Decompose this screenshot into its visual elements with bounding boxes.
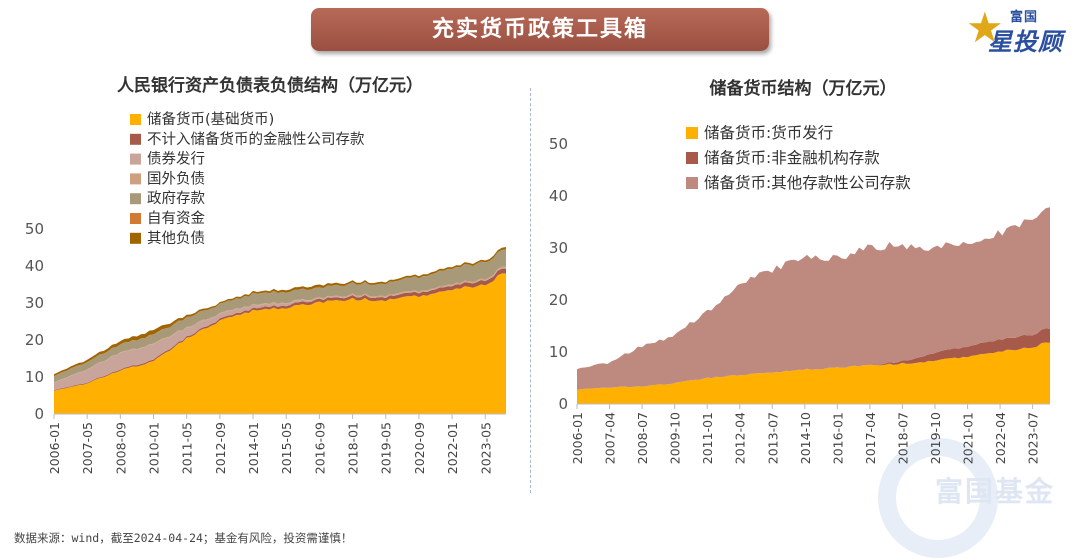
x-tick-label: 2016-09 xyxy=(312,422,327,474)
legend-label: 其他负债 xyxy=(147,230,205,247)
legend-swatch xyxy=(686,152,698,164)
x-tick-label: 2013-07 xyxy=(765,412,780,464)
x-tick-label: 2015-05 xyxy=(279,422,294,474)
brand-logo: ★ 富国 星投顾 xyxy=(966,3,1074,57)
y-tick-label: 0 xyxy=(34,405,44,423)
y-tick-label: 30 xyxy=(25,294,44,312)
x-tick-label: 2014-01 xyxy=(246,422,261,474)
area-series-1 xyxy=(54,273,506,414)
logo-top-text: 富国 xyxy=(1010,10,1039,25)
x-tick-label: 2007-04 xyxy=(603,412,618,464)
x-tick-label: 2018-07 xyxy=(895,412,910,464)
legend-swatch xyxy=(130,213,141,224)
legend-swatch xyxy=(130,153,141,165)
area-series-3 xyxy=(577,207,1050,390)
legend-swatch xyxy=(686,177,698,189)
legend-label: 储备货币:货币发行 xyxy=(704,124,833,142)
x-tick-label: 2014-10 xyxy=(798,412,813,464)
y-tick-label: 20 xyxy=(549,291,568,309)
x-tick-label: 2021-01 xyxy=(961,412,976,464)
x-tick-label: 2018-01 xyxy=(346,422,361,474)
x-tick-label: 2006-01 xyxy=(570,412,585,464)
y-tick-label: 10 xyxy=(25,368,44,386)
x-tick-label: 2019-10 xyxy=(928,412,943,464)
chart-pboc-liabilities: 人民银行资产负债表负债结构（万亿元） 0 10 20 30 40 50 2006-01 20… xyxy=(25,75,506,474)
legend-label: 政府存款 xyxy=(147,190,205,207)
legend-label: 储备货币(基础货币) xyxy=(147,111,274,128)
x-tick-label: 2007-05 xyxy=(80,422,95,474)
y-tick-label: 40 xyxy=(549,187,568,205)
legend-swatch xyxy=(130,133,141,145)
area-series-5 xyxy=(54,249,506,383)
x-tick-label: 2009-10 xyxy=(668,412,683,464)
x-tick-label: 2019-05 xyxy=(379,422,394,474)
chart-title: 储备货币结构（万亿元） xyxy=(710,78,897,99)
y-tick-label: 50 xyxy=(25,220,44,238)
legend-label: 债券发行 xyxy=(147,151,205,168)
x-tick-label: 2023-05 xyxy=(478,422,493,474)
x-tick-label: 2010-01 xyxy=(147,422,162,474)
y-tick-label: 20 xyxy=(25,331,44,349)
x-tick-label: 2008-07 xyxy=(635,412,650,464)
legend-label: 国外负债 xyxy=(147,170,205,187)
legend-swatch xyxy=(130,114,141,125)
y-tick-label: 10 xyxy=(549,343,568,361)
footer-note: 数据来源：wind，截至2024-04-24；基金有风险，投资需谨慎！ xyxy=(14,531,353,545)
chart-title: 人民银行资产负债表负债结构（万亿元） xyxy=(117,75,423,96)
x-tick-label: 2023-07 xyxy=(1026,412,1041,464)
legend-swatch xyxy=(686,127,698,139)
x-tick-label: 2022-01 xyxy=(445,422,460,474)
x-tick-label: 2012-09 xyxy=(213,422,228,474)
x-tick-label: 2017-04 xyxy=(863,412,878,464)
area-series-1 xyxy=(577,342,1050,404)
legend-label: 自有资金 xyxy=(147,210,205,227)
x-tick-label: 2020-09 xyxy=(412,422,427,474)
legend-label: 储备货币:其他存款性公司存款 xyxy=(704,174,911,192)
logo-main-text: 星投顾 xyxy=(988,28,1063,56)
x-tick-label: 2008-09 xyxy=(113,422,128,474)
y-tick-label: 30 xyxy=(549,239,568,257)
watermark-text: 富国基金 xyxy=(935,475,1056,508)
y-tick-label: 50 xyxy=(549,135,568,153)
star-icon: ★ xyxy=(966,3,1004,52)
x-tick-label: 2022-04 xyxy=(993,412,1008,464)
x-tick-label: 2006-01 xyxy=(47,422,62,474)
x-tick-label: 2012-04 xyxy=(733,412,748,464)
x-tick-label: 2011-05 xyxy=(180,422,195,474)
page-banner: 充实货币政策工具箱 xyxy=(311,8,769,51)
legend-swatch xyxy=(130,173,141,185)
legend-swatch xyxy=(130,193,141,205)
y-tick-label: 40 xyxy=(25,257,44,275)
legend-label: 不计入储备货币的金融性公司存款 xyxy=(147,131,365,148)
chart-reserve-money: 储备货币结构（万亿元） 0 10 20 30 40 50 2006-01 2007-04 20… xyxy=(549,78,1050,464)
x-tick-label: 2011-01 xyxy=(700,412,715,464)
x-tick-label: 2016-01 xyxy=(830,412,845,464)
chart-divider xyxy=(530,88,531,493)
y-tick-label: 0 xyxy=(558,395,568,413)
legend-swatch xyxy=(130,232,141,244)
legend-label: 储备货币:非金融机构存款 xyxy=(704,149,880,167)
